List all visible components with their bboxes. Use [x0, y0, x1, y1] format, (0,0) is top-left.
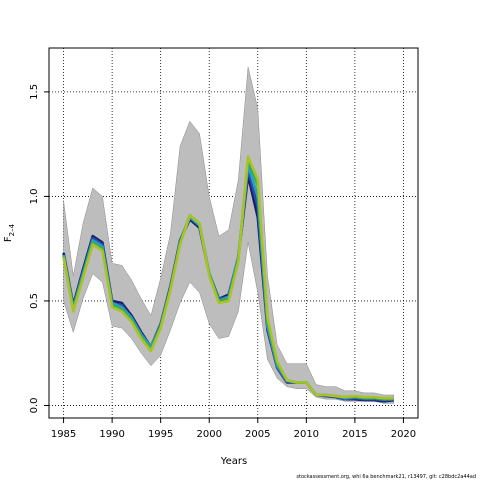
x-tick-label: 1985 [51, 429, 76, 440]
y-tick-label: 1.0 [29, 188, 40, 204]
series-line-5 [62, 155, 394, 400]
footer-note: stockassessment.org, whi 6a benchmark21,… [296, 474, 476, 480]
x-tick-label: 2020 [391, 429, 416, 440]
y-tick-label: 0.0 [29, 398, 40, 414]
confidence-band [63, 66, 394, 404]
x-tick-label: 2000 [196, 429, 221, 440]
series-lines [62, 155, 394, 403]
x-tick-label: 2015 [342, 429, 367, 440]
x-tick-label: 1990 [99, 429, 124, 440]
y-tick-label: 0.5 [29, 293, 40, 309]
x-tick-label: 2005 [245, 429, 270, 440]
x-tick-label: 2010 [294, 429, 319, 440]
x-axis-label: Years [220, 456, 247, 467]
y-axis-label-main: F [3, 236, 14, 242]
x-tick-label: 1995 [148, 429, 173, 440]
y-tick-label: 1.5 [29, 84, 40, 100]
axes: 1985 1990 1995 2000 2005 2010 2015 2020 0.0 0.5 1.… [29, 84, 416, 440]
y-axis-label-subscript: 2–4 [8, 223, 16, 236]
y-axis-label: F2–4 [3, 223, 16, 242]
plot-frame [48, 47, 419, 419]
confidence-band-area [63, 66, 394, 404]
